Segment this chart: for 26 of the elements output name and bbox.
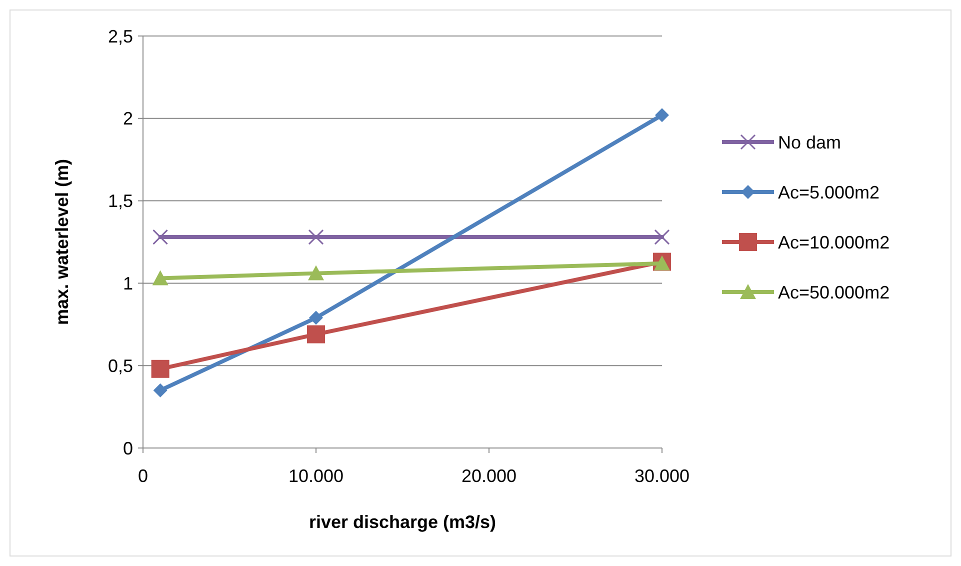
point bbox=[151, 360, 170, 378]
legend-label: No dam bbox=[778, 132, 842, 152]
y-tick-label: 2 bbox=[122, 108, 133, 129]
y-axis-title: max. waterlevel (m) bbox=[52, 158, 72, 326]
point bbox=[309, 310, 323, 325]
point bbox=[153, 383, 168, 398]
x-tick-label: 30.000 bbox=[634, 466, 690, 486]
y-tick-label: 0,5 bbox=[108, 356, 133, 376]
y-tick-label: 2,5 bbox=[108, 26, 133, 46]
x-axis-title: river discharge (m3/s) bbox=[308, 512, 496, 532]
legend-label: Ac=50.000m2 bbox=[778, 282, 890, 302]
y-tick-label: 1 bbox=[122, 274, 133, 294]
legend-label: Ac=10.000m2 bbox=[778, 232, 890, 252]
point bbox=[308, 229, 324, 245]
y-tick-label: 0 bbox=[122, 438, 133, 458]
point bbox=[308, 265, 324, 280]
point bbox=[654, 229, 670, 245]
x-tick-label: 0 bbox=[138, 466, 148, 486]
x-tick-label: 10.000 bbox=[288, 466, 344, 486]
legend-label: Ac=5.000m2 bbox=[778, 182, 880, 202]
point bbox=[152, 229, 168, 245]
point bbox=[152, 270, 168, 286]
x-tick-label: 20.000 bbox=[461, 466, 517, 486]
point bbox=[307, 325, 325, 344]
y-tick-label: 1,5 bbox=[108, 191, 133, 212]
point bbox=[655, 108, 669, 122]
